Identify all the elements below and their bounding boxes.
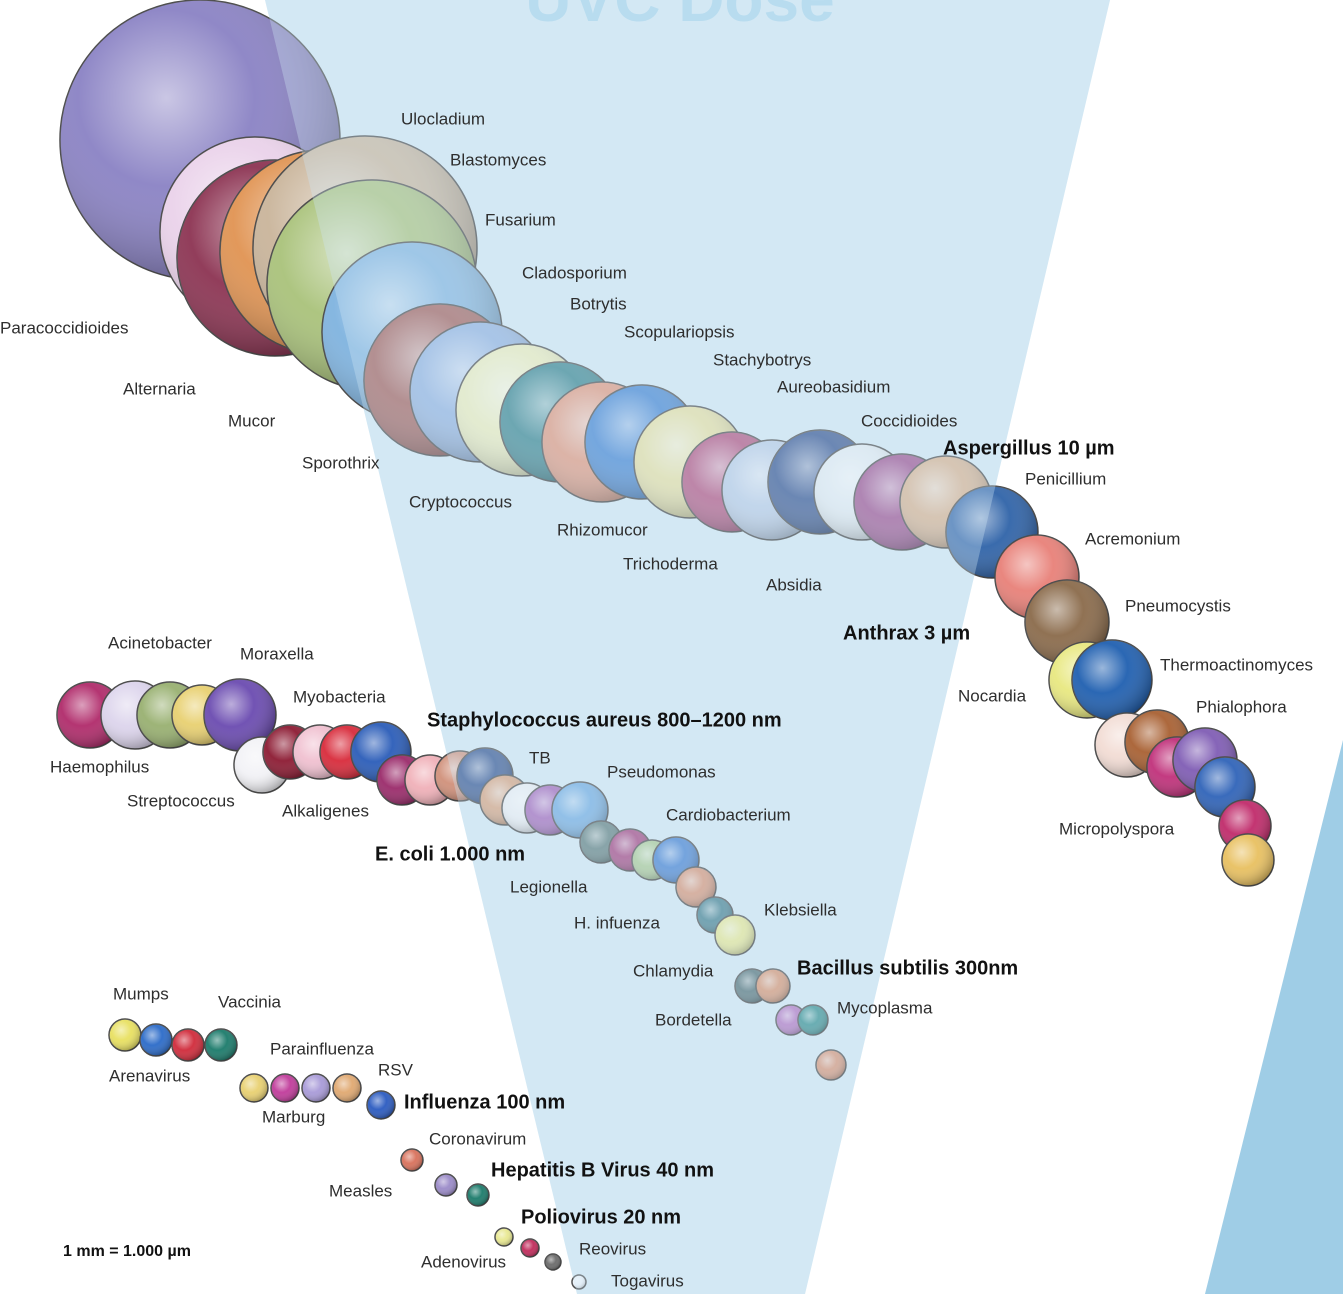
- organism-label: Pneumocystis: [1125, 596, 1231, 615]
- organism-label: Arenavirus: [109, 1066, 190, 1085]
- organism-label: Blastomyces: [450, 150, 546, 169]
- organism-label: Cladosporium: [522, 263, 627, 282]
- sphere-shade: [435, 1174, 457, 1196]
- side-band: [1205, 740, 1343, 1294]
- organism-label: Acinetobacter: [108, 633, 212, 652]
- labels: Ulocladium Blastomyces Fusarium Cladosporiu…: [0, 109, 1313, 1290]
- organism-label: Alternaria: [123, 379, 196, 398]
- organism-label: Bordetella: [655, 1010, 732, 1029]
- sphere-shade: [333, 1074, 361, 1102]
- organism-label: Mucor: [228, 411, 276, 430]
- sphere-shade: [140, 1024, 172, 1056]
- sphere-shade: [676, 867, 716, 907]
- organism-label: Mycoplasma: [837, 998, 933, 1017]
- organism-label: Absidia: [766, 575, 822, 594]
- organism-label: Togavirus: [611, 1271, 684, 1290]
- organism-label: Nocardia: [958, 686, 1027, 705]
- sphere-shade: [715, 915, 755, 955]
- organism-label: Measles: [329, 1181, 392, 1200]
- organism-label: Legionella: [510, 877, 588, 896]
- organism-label: Botrytis: [570, 294, 627, 313]
- sphere-shade: [816, 1050, 846, 1080]
- organism-label: Sporothrix: [302, 453, 380, 472]
- organism-label: Chlamydia: [633, 961, 714, 980]
- organism-label: Alkaligenes: [282, 801, 369, 820]
- sphere-shade: [240, 1074, 268, 1102]
- organism-label: Coccidioides: [861, 411, 957, 430]
- highlight-label: Staphylococcus aureus 800–1200 nm: [427, 709, 782, 731]
- sphere-shade: [204, 679, 276, 751]
- organism-label: Haemophilus: [50, 757, 149, 776]
- organism-label: Stachybotrys: [713, 350, 811, 369]
- organism-label: Aureobasidium: [777, 377, 890, 396]
- sphere-shade: [367, 1091, 395, 1119]
- organism-label: Trichoderma: [623, 554, 718, 573]
- highlight-label: Influenza 100 nm: [404, 1091, 565, 1113]
- organism-label: Marburg: [262, 1107, 325, 1126]
- organism-label: TB: [529, 748, 551, 767]
- highlight-label: Aspergillus 10 µm: [943, 437, 1115, 459]
- sphere-shade: [205, 1029, 237, 1061]
- sphere-shade: [109, 1019, 141, 1051]
- sphere-shade: [1072, 640, 1152, 720]
- organism-label: Klebsiella: [764, 900, 837, 919]
- organism-label: Parainfluenza: [270, 1039, 375, 1058]
- highlight-label: Poliovirus 20 nm: [521, 1206, 681, 1228]
- highlight-label: Hepatitis B Virus 40 nm: [491, 1159, 714, 1181]
- organism-label: Moraxella: [240, 644, 314, 663]
- sphere-shade: [521, 1239, 539, 1257]
- organism-label: Streptococcus: [127, 791, 235, 810]
- scale-note: 1 mm = 1.000 µm: [63, 1243, 191, 1260]
- organism-label: H. infuenza: [574, 913, 661, 932]
- sphere-shade: [271, 1074, 299, 1102]
- spheres: [56, 0, 1275, 1290]
- organism-label: Reovirus: [579, 1239, 646, 1258]
- organism-label: Scopulariopsis: [624, 322, 735, 341]
- sphere-shade: [467, 1184, 489, 1206]
- sphere-shade: [776, 1005, 806, 1035]
- organism-label: Fusarium: [485, 210, 556, 229]
- organism-label: Myobacteria: [293, 687, 386, 706]
- organism-label: Micropolyspora: [1059, 819, 1175, 838]
- highlight-label: E. coli 1.000 nm: [375, 843, 525, 865]
- organism-label: Rhizomucor: [557, 520, 648, 539]
- organism-label: Pseudomonas: [607, 762, 716, 781]
- sphere-shade: [545, 1254, 561, 1270]
- organism-label: Cardiobacterium: [666, 805, 791, 824]
- organism-label: Ulocladium: [401, 109, 485, 128]
- organism-label: Cryptococcus: [409, 492, 512, 511]
- organism-label: Adenovirus: [421, 1252, 506, 1271]
- uvc-cone-overlay: [265, 0, 1110, 1294]
- sphere-shade: [401, 1149, 423, 1171]
- title: UVC Dose: [525, 0, 834, 35]
- highlight-label: Bacillus subtilis 300nm: [797, 957, 1018, 979]
- sphere-shade: [172, 1029, 204, 1061]
- sphere-shade: [798, 1005, 828, 1035]
- organism-label: Phialophora: [1196, 697, 1287, 716]
- organism-label: Mumps: [113, 984, 169, 1003]
- sphere-shade: [756, 969, 790, 1003]
- sphere-shade: [572, 1275, 586, 1289]
- sphere-shade: [302, 1074, 330, 1102]
- organism-label: Paracoccidioides: [0, 318, 129, 337]
- highlight-label: Anthrax 3 µm: [843, 622, 970, 644]
- organism-label: Penicillium: [1025, 469, 1106, 488]
- organism-label: RSV: [378, 1060, 414, 1079]
- organism-label: Acremonium: [1085, 529, 1180, 548]
- organism-label: Coronavirum: [429, 1129, 526, 1148]
- organism-label: Vaccinia: [218, 992, 282, 1011]
- sphere-shade: [495, 1228, 513, 1246]
- organism-label: Thermoactinomyces: [1160, 655, 1313, 674]
- sphere-shade: [1222, 834, 1274, 886]
